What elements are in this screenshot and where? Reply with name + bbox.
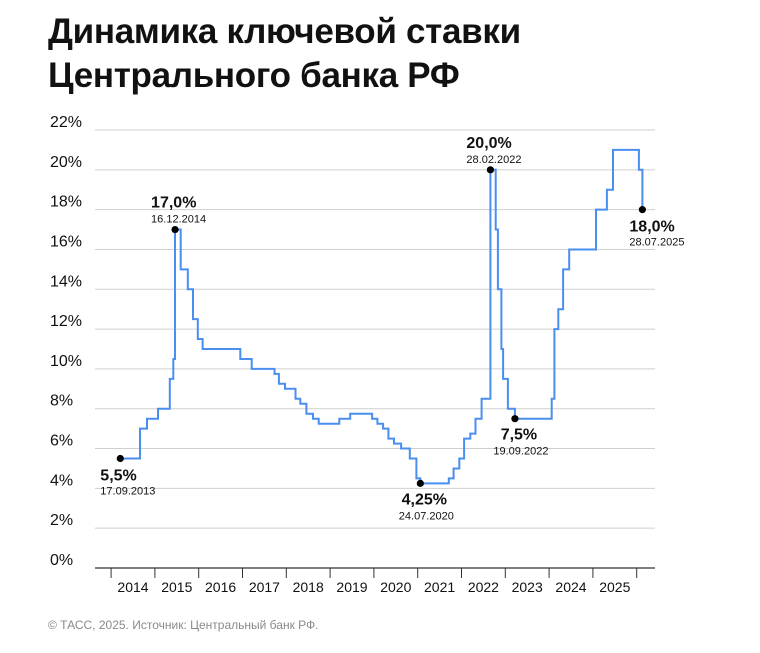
x-tick-label: 2014: [117, 579, 148, 595]
x-tick-label: 2022: [468, 579, 499, 595]
key-rate-line: [120, 148, 644, 485]
chart-title-line2: Центрального банка РФ: [48, 56, 460, 95]
y-tick-label: 16%: [50, 233, 82, 250]
data-point-dot: [171, 225, 179, 234]
data-point-dot: [486, 166, 495, 174]
grid: [95, 129, 655, 529]
data-point-dot: [416, 479, 424, 487]
x-tick-label: 2023: [512, 579, 543, 595]
data-point-dot: [511, 415, 519, 423]
y-tick-label: 6%: [50, 433, 73, 450]
annotations: 5,5%17.09.2013 17,0% 16.12.2014 4,25% 24.07.…: [100, 135, 684, 523]
annotation-date: 17.09.2013: [100, 486, 155, 498]
y-tick-label: 4%: [50, 472, 73, 489]
chart-title: Динамика ключевой ставки Центрального ба…: [48, 10, 521, 98]
x-tick-label: 2020: [380, 579, 411, 595]
annotation-value: 4,25%: [402, 491, 447, 508]
annotation-date: 16.12.2014: [151, 214, 206, 226]
x-tick-label: 2025: [599, 579, 630, 595]
x-tick-label: 2017: [249, 579, 280, 595]
x-tick-label: 2018: [293, 579, 324, 595]
source-footer: © ТАСС, 2025. Источник: Центральный банк…: [48, 618, 319, 632]
x-tick-label: 2024: [555, 579, 586, 595]
y-tick-label: 8%: [50, 393, 73, 410]
y-tick-label: 10%: [50, 353, 82, 370]
x-tick-label: 2019: [336, 579, 367, 595]
series-layer: [120, 148, 644, 485]
x-tick-label: 2016: [205, 579, 236, 595]
key-rate-chart: 0% 2% 4% 6% 8% 10% 12% 14% 16% 18% 20% 22% 2014 2015 2…: [50, 114, 684, 595]
y-tick-label: 18%: [50, 194, 82, 211]
x-tick-label: 2015: [161, 579, 192, 595]
axes: 0% 2% 4% 6% 8% 10% 12% 14% 16% 18% 20% 22% 2014 2015 2…: [50, 114, 655, 595]
data-point-dot: [638, 206, 646, 214]
chart-title-line1: Динамика ключевой ставки: [48, 12, 521, 51]
annotation-value: 17,0%: [151, 195, 196, 212]
data-point-dot: [116, 454, 124, 463]
y-tick-label: 2%: [50, 512, 73, 529]
annotation-date: 24.07.2020: [399, 510, 454, 522]
annotation-value: 18,0%: [629, 219, 674, 236]
annotation-date: 28.07.2025: [629, 237, 684, 249]
annotation-date: 19.09.2022: [493, 446, 548, 458]
x-tick-label: 2021: [424, 579, 455, 595]
annotation-value: 20,0%: [466, 135, 511, 152]
annotation-date: 28.02.2022: [466, 154, 521, 166]
annotation-value: 7,5%: [501, 427, 537, 444]
y-tick-label: 22%: [50, 114, 82, 131]
annotation-value: 5,5%: [100, 468, 136, 485]
y-tick-label: 12%: [50, 313, 82, 330]
y-tick-label: 20%: [50, 154, 82, 171]
y-tick-label: 0%: [50, 552, 73, 569]
y-tick-label: 14%: [50, 273, 82, 290]
